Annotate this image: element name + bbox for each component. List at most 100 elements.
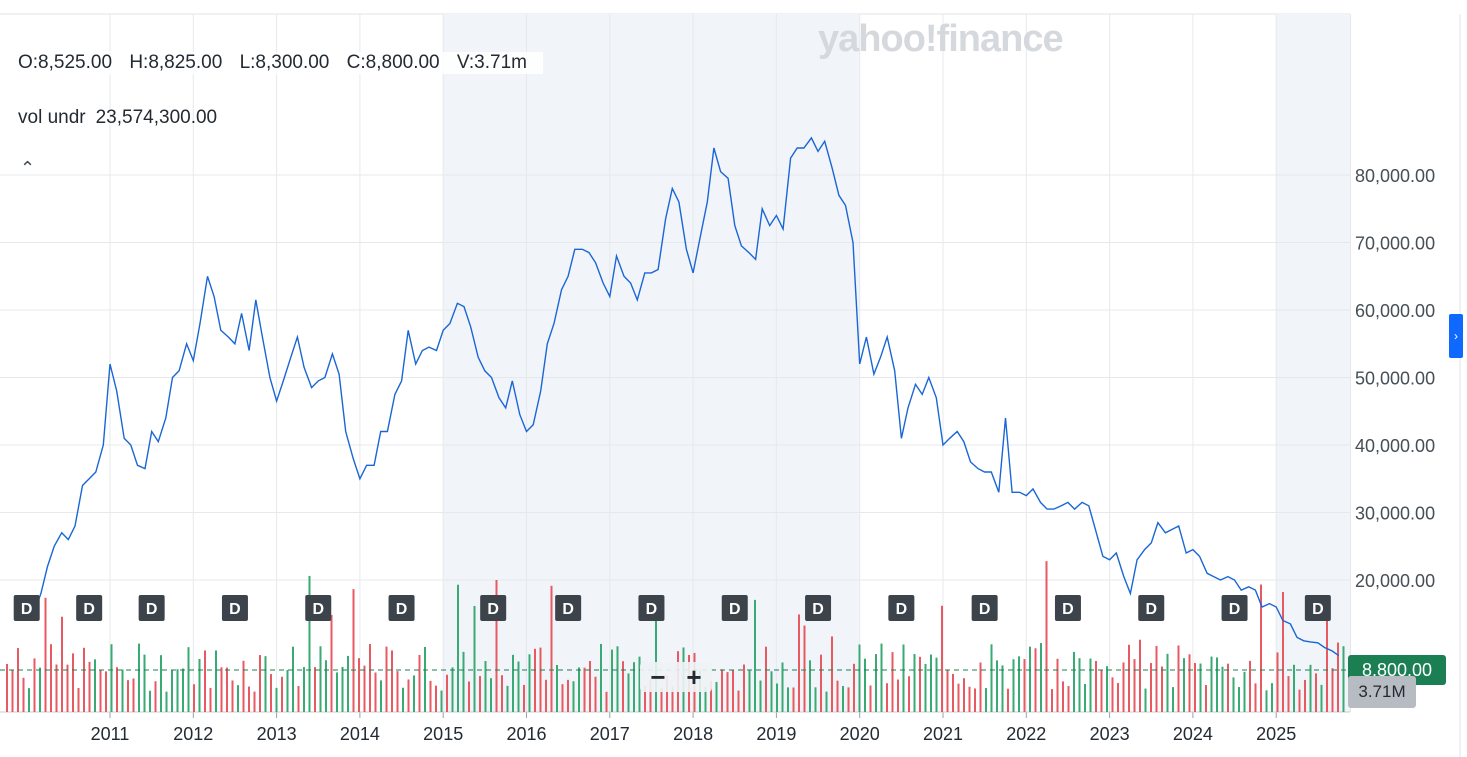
volume-bar	[1023, 659, 1026, 712]
volume-bar	[572, 681, 575, 712]
volume-bar	[226, 667, 228, 712]
volume-bar	[875, 654, 877, 712]
volume-bar	[1315, 673, 1317, 712]
volume-bar	[237, 685, 239, 712]
chevron-up-icon[interactable]: ⌃	[20, 158, 36, 178]
volume-bar	[215, 650, 217, 712]
volume-bar	[941, 605, 943, 712]
zoom-out-button[interactable]: −	[650, 661, 666, 692]
volume-bar	[1128, 644, 1130, 712]
volume-bar	[1265, 690, 1268, 712]
dividend-marker-label: D	[1229, 601, 1241, 618]
dividend-marker-label: D	[21, 601, 33, 618]
x-tick-label: 2011	[91, 724, 130, 744]
volume-bar	[776, 683, 778, 712]
dividend-marker	[555, 595, 582, 621]
dividend-marker-label: D	[229, 601, 241, 618]
volume-bar	[1150, 663, 1152, 712]
volume-bar	[1254, 683, 1257, 712]
volume-bar	[1194, 663, 1196, 712]
volume-bar	[231, 680, 234, 712]
volume-bar	[847, 687, 850, 712]
volume-bar	[220, 667, 223, 712]
volume-bar	[1293, 664, 1295, 712]
x-tick-label: 2019	[756, 724, 796, 744]
volume-bar	[1298, 689, 1301, 712]
volume-bar	[919, 656, 921, 712]
volume-bar	[490, 678, 492, 712]
dividend-marker	[888, 595, 915, 621]
volume-bar	[303, 667, 305, 712]
dividend-marker	[480, 595, 507, 621]
y-tick-label: 70,000.00	[1355, 234, 1435, 254]
volume-bar	[171, 669, 173, 712]
dividend-marker	[1221, 595, 1248, 621]
volume-bar	[1276, 652, 1279, 712]
volume-bar	[1139, 639, 1141, 712]
volume-bar	[418, 654, 421, 712]
y-tick-label: 60,000.00	[1355, 301, 1435, 321]
volume-bar	[633, 662, 635, 712]
volume-bar	[1056, 658, 1059, 712]
high-value: H:8,825.00	[129, 52, 223, 73]
dividend-marker-label: D	[487, 601, 499, 618]
zoom-controls: − +	[640, 662, 712, 692]
volume-bar	[622, 661, 624, 712]
x-tick-label: 2022	[1006, 724, 1046, 744]
volume-bar	[644, 685, 646, 712]
volume-bar	[1089, 658, 1092, 712]
volume-bar	[589, 661, 591, 712]
volume-bar	[880, 643, 883, 712]
volume-bar	[429, 680, 432, 712]
volume-bar	[1320, 684, 1323, 712]
volume-bar	[853, 663, 855, 712]
volume-bar	[402, 687, 404, 712]
dividend-marker-label: D	[83, 601, 95, 618]
zoom-in-button[interactable]: +	[686, 661, 702, 692]
volume-bar	[1111, 677, 1114, 712]
y-tick-label: 40,000.00	[1355, 436, 1435, 456]
volume-bar	[1144, 688, 1147, 712]
volume-bar	[1045, 561, 1048, 712]
volume-bar	[842, 686, 844, 712]
x-tick-label: 2014	[340, 724, 380, 744]
volume-bar	[913, 653, 916, 712]
volume-bar	[704, 686, 707, 712]
volume-bar	[748, 670, 751, 712]
volume-bar	[858, 644, 861, 712]
volume-bar	[72, 653, 74, 712]
dividend-marker-label: D	[1312, 601, 1324, 618]
volume-bar	[908, 676, 910, 712]
volume-bar	[501, 675, 503, 712]
volume-bar	[814, 687, 817, 712]
volume-bar	[292, 646, 294, 712]
volume-bar	[325, 660, 327, 712]
x-tick-label: 2021	[923, 724, 963, 744]
volume-bar	[550, 585, 553, 712]
volume-bar	[820, 654, 822, 712]
volume-bar	[792, 687, 795, 712]
volume-bar	[583, 667, 586, 712]
volume-bar	[391, 650, 393, 712]
volume-bar	[176, 669, 179, 712]
y-tick-label: 50,000.00	[1355, 369, 1435, 389]
volume-bar	[1100, 670, 1103, 712]
volume-bar	[1166, 653, 1169, 712]
volume-bar	[1326, 611, 1328, 712]
volume-bar	[50, 644, 52, 712]
volume-bar	[1249, 660, 1251, 712]
volume-bar	[297, 685, 300, 712]
volume-bar	[495, 580, 498, 712]
y-tick-label: 30,000.00	[1355, 504, 1435, 524]
vol-undr-value: 23,574,300.00	[95, 107, 218, 128]
dividend-marker-label: D	[1145, 601, 1157, 618]
volume-bar	[930, 654, 932, 712]
volume-bar	[567, 679, 569, 712]
volume-bar	[259, 655, 261, 712]
volume-bar	[517, 661, 520, 712]
volume-bar	[1172, 687, 1174, 712]
dividend-marker-label: D	[646, 601, 658, 618]
dividend-marker	[721, 595, 748, 621]
chevron-right-icon[interactable]: ›	[1449, 314, 1463, 358]
